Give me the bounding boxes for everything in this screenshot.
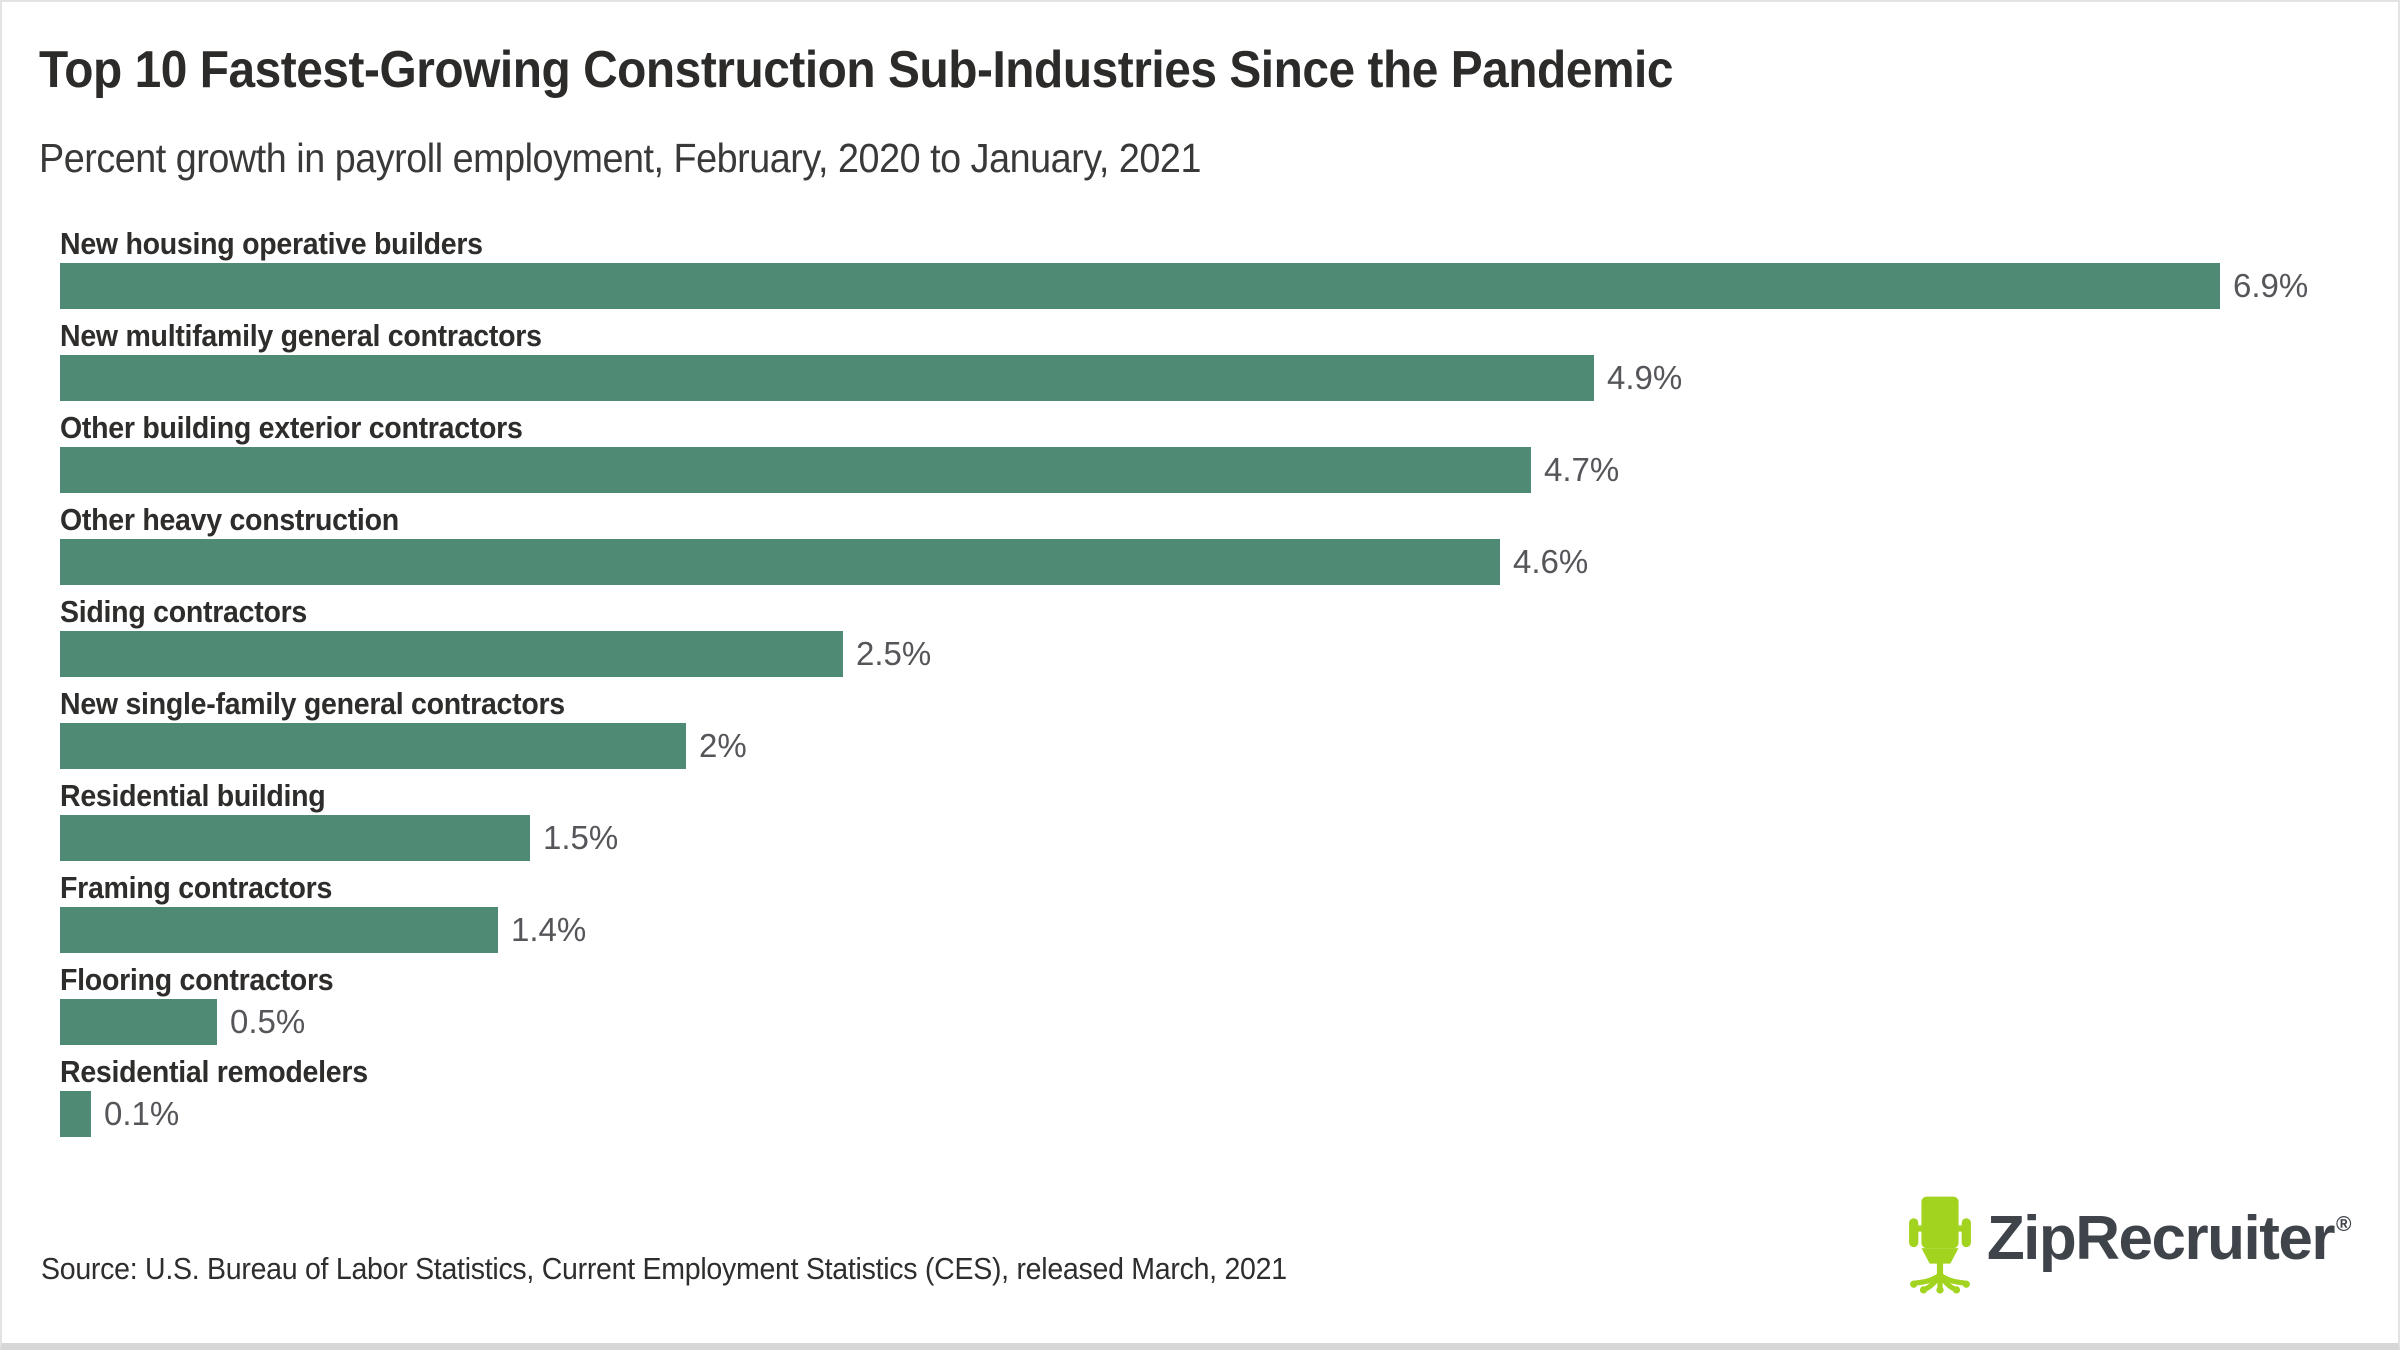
bar-row: Residential building 1.5% xyxy=(60,776,2398,861)
bar-row: Residential remodelers 0.1% xyxy=(60,1052,2398,1137)
category-label: Other building exterior contractors xyxy=(60,410,523,445)
bar-row: New single-family general contractors 2% xyxy=(60,684,2398,769)
chart-content: Top 10 Fastest-Growing Construction Sub-… xyxy=(2,2,2398,1137)
bar-row: New multifamily general contractors 4.9% xyxy=(60,316,2398,401)
bar-track: 4.6% xyxy=(60,539,2398,585)
category-label: New multifamily general contractors xyxy=(60,318,542,353)
bar xyxy=(60,355,1594,401)
value-label: 6.9% xyxy=(2233,267,2309,304)
bar-track: 0.5% xyxy=(60,999,2398,1045)
bar-row: New housing operative builders 6.9% xyxy=(60,224,2398,309)
bar xyxy=(60,631,843,677)
bar xyxy=(60,447,1531,493)
category-label: Flooring contractors xyxy=(60,962,334,997)
value-label: 4.6% xyxy=(1513,543,1589,580)
category-label: New single-family general contractors xyxy=(60,686,565,721)
bar-track: 2% xyxy=(60,723,2398,769)
value-label: 2% xyxy=(699,727,747,764)
page-title: Top 10 Fastest-Growing Construction Sub-… xyxy=(39,41,1674,99)
bar-track: 4.9% xyxy=(60,355,2398,401)
category-label: Residential building xyxy=(60,778,326,813)
bar-row: Other building exterior contractors 4.7% xyxy=(60,408,2398,493)
bar-track: 1.4% xyxy=(60,907,2398,953)
bar-row: Siding contractors 2.5% xyxy=(60,592,2398,677)
value-label: 0.1% xyxy=(104,1095,180,1132)
bar-chart: New housing operative builders 6.9% New … xyxy=(60,224,2398,1137)
source-note: Source: U.S. Bureau of Labor Statistics,… xyxy=(41,1251,1287,1286)
registered-mark: ® xyxy=(2336,1213,2351,1236)
value-label: 0.5% xyxy=(230,1003,306,1040)
value-label: 1.5% xyxy=(543,819,619,856)
category-label: Residential remodelers xyxy=(60,1054,368,1089)
ziprecruiter-logo: ZipRecruiter® xyxy=(1907,1189,2352,1303)
bar-track: 4.7% xyxy=(60,447,2398,493)
bar xyxy=(60,723,686,769)
bar-track: 6.9% xyxy=(60,263,2398,309)
bar xyxy=(60,815,530,861)
logo-wordmark: ZipRecruiter® xyxy=(1986,1204,2352,1273)
bar-track: 2.5% xyxy=(60,631,2398,677)
bar xyxy=(60,263,2220,309)
value-label: 4.9% xyxy=(1607,359,1683,396)
category-label: Framing contractors xyxy=(60,870,333,905)
value-label: 4.7% xyxy=(1544,451,1620,488)
office-chair-icon xyxy=(1907,1194,1973,1299)
bar-track: 1.5% xyxy=(60,815,2398,861)
category-label: Other heavy construction xyxy=(60,502,399,537)
bar xyxy=(60,539,1500,585)
value-label: 1.4% xyxy=(511,911,587,948)
bar xyxy=(60,907,498,953)
bar-track: 0.1% xyxy=(60,1091,2398,1137)
category-label: Siding contractors xyxy=(60,594,308,629)
bar xyxy=(60,1091,91,1137)
page-subtitle: Percent growth in payroll employment, Fe… xyxy=(39,135,1201,181)
bar-row: Other heavy construction 4.6% xyxy=(60,500,2398,585)
bar-row: Flooring contractors 0.5% xyxy=(60,960,2398,1045)
category-label: New housing operative builders xyxy=(60,226,483,261)
bar xyxy=(60,999,217,1045)
value-label: 2.5% xyxy=(856,635,932,672)
bar-row: Framing contractors 1.4% xyxy=(60,868,2398,953)
